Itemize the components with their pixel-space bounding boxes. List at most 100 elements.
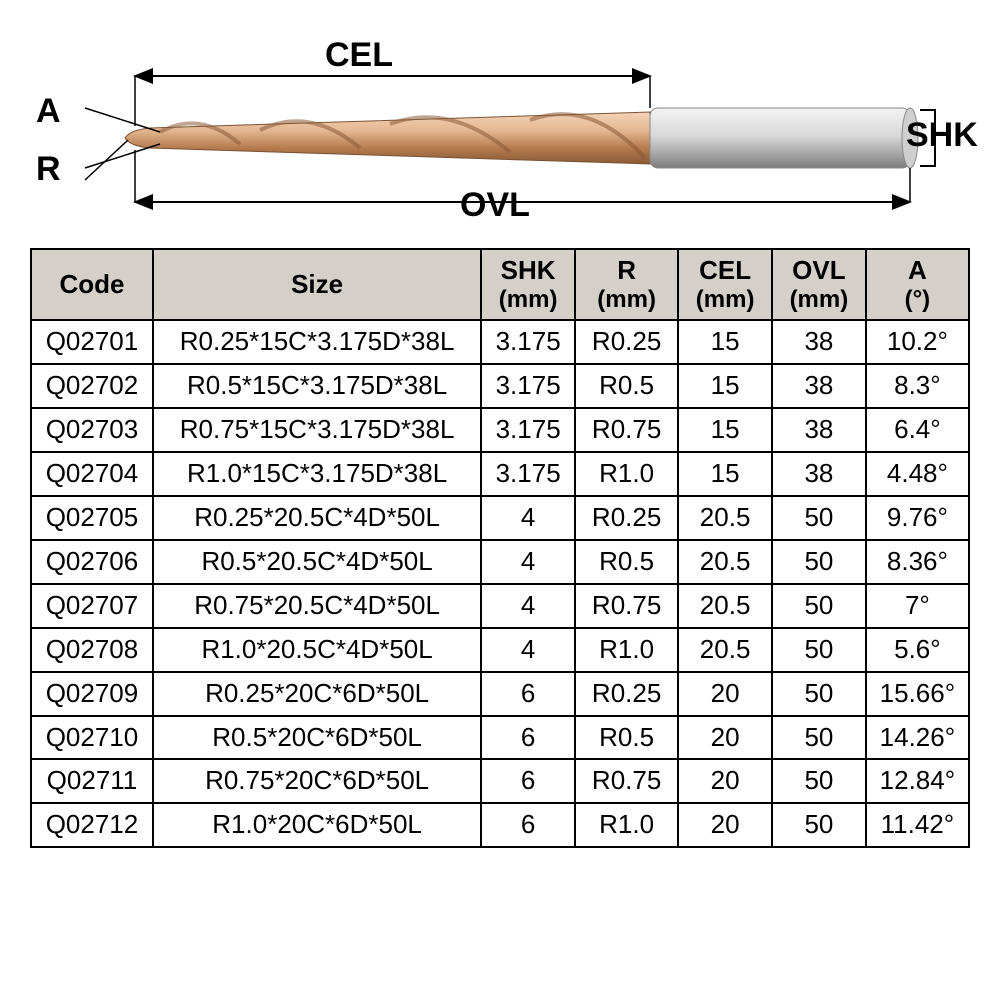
table-row: Q02704R1.0*15C*3.175D*38L3.175R1.015384.… bbox=[31, 452, 969, 496]
cell-ovl: 38 bbox=[772, 364, 866, 408]
table-row: Q02706R0.5*20.5C*4D*50L4R0.520.5508.36° bbox=[31, 540, 969, 584]
cell-cel: 15 bbox=[678, 408, 772, 452]
cell-ovl: 50 bbox=[772, 628, 866, 672]
cell-ovl: 50 bbox=[772, 540, 866, 584]
cell-size: R1.0*15C*3.175D*38L bbox=[153, 452, 481, 496]
cell-shk: 3.175 bbox=[481, 452, 575, 496]
cell-shk: 3.175 bbox=[481, 364, 575, 408]
cell-a: 15.66° bbox=[866, 672, 969, 716]
cell-cel: 20.5 bbox=[678, 584, 772, 628]
table-head: Code Size SHK(mm) R(mm) CEL(mm) OVL(mm) … bbox=[31, 249, 969, 320]
cell-ovl: 50 bbox=[772, 759, 866, 803]
cell-shk: 6 bbox=[481, 672, 575, 716]
cell-cel: 20.5 bbox=[678, 496, 772, 540]
cell-code: Q02701 bbox=[31, 320, 153, 364]
cell-a: 7° bbox=[866, 584, 969, 628]
cell-r: R0.75 bbox=[575, 408, 678, 452]
cell-cel: 20 bbox=[678, 759, 772, 803]
cell-a: 14.26° bbox=[866, 716, 969, 760]
header-row: Code Size SHK(mm) R(mm) CEL(mm) OVL(mm) … bbox=[31, 249, 969, 320]
table-row: Q02701R0.25*15C*3.175D*38L3.175R0.251538… bbox=[31, 320, 969, 364]
cell-shk: 6 bbox=[481, 716, 575, 760]
cell-cel: 20 bbox=[678, 803, 772, 847]
cell-r: R1.0 bbox=[575, 452, 678, 496]
table-row: Q02709R0.25*20C*6D*50L6R0.25205015.66° bbox=[31, 672, 969, 716]
cell-size: R1.0*20.5C*4D*50L bbox=[153, 628, 481, 672]
cell-cel: 15 bbox=[678, 452, 772, 496]
cell-shk: 4 bbox=[481, 540, 575, 584]
table-body: Q02701R0.25*15C*3.175D*38L3.175R0.251538… bbox=[31, 320, 969, 847]
col-size: Size bbox=[153, 249, 481, 320]
cell-a: 9.76° bbox=[866, 496, 969, 540]
cell-size: R0.25*20C*6D*50L bbox=[153, 672, 481, 716]
cell-code: Q02708 bbox=[31, 628, 153, 672]
cell-size: R0.75*20.5C*4D*50L bbox=[153, 584, 481, 628]
label-cel: CEL bbox=[325, 36, 393, 75]
cell-size: R0.25*15C*3.175D*38L bbox=[153, 320, 481, 364]
cell-a: 11.42° bbox=[866, 803, 969, 847]
table-row: Q02708R1.0*20.5C*4D*50L4R1.020.5505.6° bbox=[31, 628, 969, 672]
cell-r: R0.25 bbox=[575, 320, 678, 364]
cell-r: R0.25 bbox=[575, 496, 678, 540]
cell-a: 4.48° bbox=[866, 452, 969, 496]
cell-a: 8.3° bbox=[866, 364, 969, 408]
cell-shk: 4 bbox=[481, 496, 575, 540]
cell-cel: 15 bbox=[678, 364, 772, 408]
cell-code: Q02712 bbox=[31, 803, 153, 847]
cell-code: Q02706 bbox=[31, 540, 153, 584]
cell-shk: 3.175 bbox=[481, 408, 575, 452]
cell-size: R0.75*15C*3.175D*38L bbox=[153, 408, 481, 452]
cell-shk: 3.175 bbox=[481, 320, 575, 364]
table-row: Q02710R0.5*20C*6D*50L6R0.5205014.26° bbox=[31, 716, 969, 760]
label-a: A bbox=[36, 92, 61, 131]
col-r: R(mm) bbox=[575, 249, 678, 320]
label-ovl: OVL bbox=[460, 186, 530, 225]
cell-cel: 20.5 bbox=[678, 628, 772, 672]
spec-table: Code Size SHK(mm) R(mm) CEL(mm) OVL(mm) … bbox=[30, 248, 970, 848]
cell-r: R0.75 bbox=[575, 584, 678, 628]
col-ovl: OVL(mm) bbox=[772, 249, 866, 320]
cell-size: R0.25*20.5C*4D*50L bbox=[153, 496, 481, 540]
cell-shk: 4 bbox=[481, 628, 575, 672]
col-a: A(°) bbox=[866, 249, 969, 320]
cell-ovl: 50 bbox=[772, 672, 866, 716]
table-row: Q02705R0.25*20.5C*4D*50L4R0.2520.5509.76… bbox=[31, 496, 969, 540]
cell-ovl: 50 bbox=[772, 584, 866, 628]
table-row: Q02712R1.0*20C*6D*50L6R1.0205011.42° bbox=[31, 803, 969, 847]
cell-r: R1.0 bbox=[575, 628, 678, 672]
cell-size: R1.0*20C*6D*50L bbox=[153, 803, 481, 847]
cell-code: Q02704 bbox=[31, 452, 153, 496]
table-row: Q02702R0.5*15C*3.175D*38L3.175R0.515388.… bbox=[31, 364, 969, 408]
cell-a: 5.6° bbox=[866, 628, 969, 672]
col-code: Code bbox=[31, 249, 153, 320]
cell-code: Q02711 bbox=[31, 759, 153, 803]
cell-code: Q02702 bbox=[31, 364, 153, 408]
cell-code: Q02709 bbox=[31, 672, 153, 716]
cell-code: Q02710 bbox=[31, 716, 153, 760]
cell-code: Q02703 bbox=[31, 408, 153, 452]
cell-cel: 20 bbox=[678, 716, 772, 760]
cell-r: R0.5 bbox=[575, 540, 678, 584]
cell-shk: 4 bbox=[481, 584, 575, 628]
col-cel: CEL(mm) bbox=[678, 249, 772, 320]
cell-size: R0.75*20C*6D*50L bbox=[153, 759, 481, 803]
col-shk: SHK(mm) bbox=[481, 249, 575, 320]
label-shk: SHK bbox=[906, 116, 978, 155]
cell-a: 10.2° bbox=[866, 320, 969, 364]
cell-ovl: 50 bbox=[772, 496, 866, 540]
cell-ovl: 38 bbox=[772, 320, 866, 364]
cell-shk: 6 bbox=[481, 759, 575, 803]
cell-code: Q02707 bbox=[31, 584, 153, 628]
cell-r: R0.75 bbox=[575, 759, 678, 803]
table-row: Q02707R0.75*20.5C*4D*50L4R0.7520.5507° bbox=[31, 584, 969, 628]
tool-diagram: CEL OVL A R SHK bbox=[30, 40, 970, 230]
cell-r: R1.0 bbox=[575, 803, 678, 847]
cell-ovl: 38 bbox=[772, 452, 866, 496]
cell-size: R0.5*20.5C*4D*50L bbox=[153, 540, 481, 584]
table-row: Q02711R0.75*20C*6D*50L6R0.75205012.84° bbox=[31, 759, 969, 803]
cell-r: R0.5 bbox=[575, 716, 678, 760]
cell-ovl: 38 bbox=[772, 408, 866, 452]
cell-cel: 20.5 bbox=[678, 540, 772, 584]
cell-shk: 6 bbox=[481, 803, 575, 847]
cell-a: 6.4° bbox=[866, 408, 969, 452]
